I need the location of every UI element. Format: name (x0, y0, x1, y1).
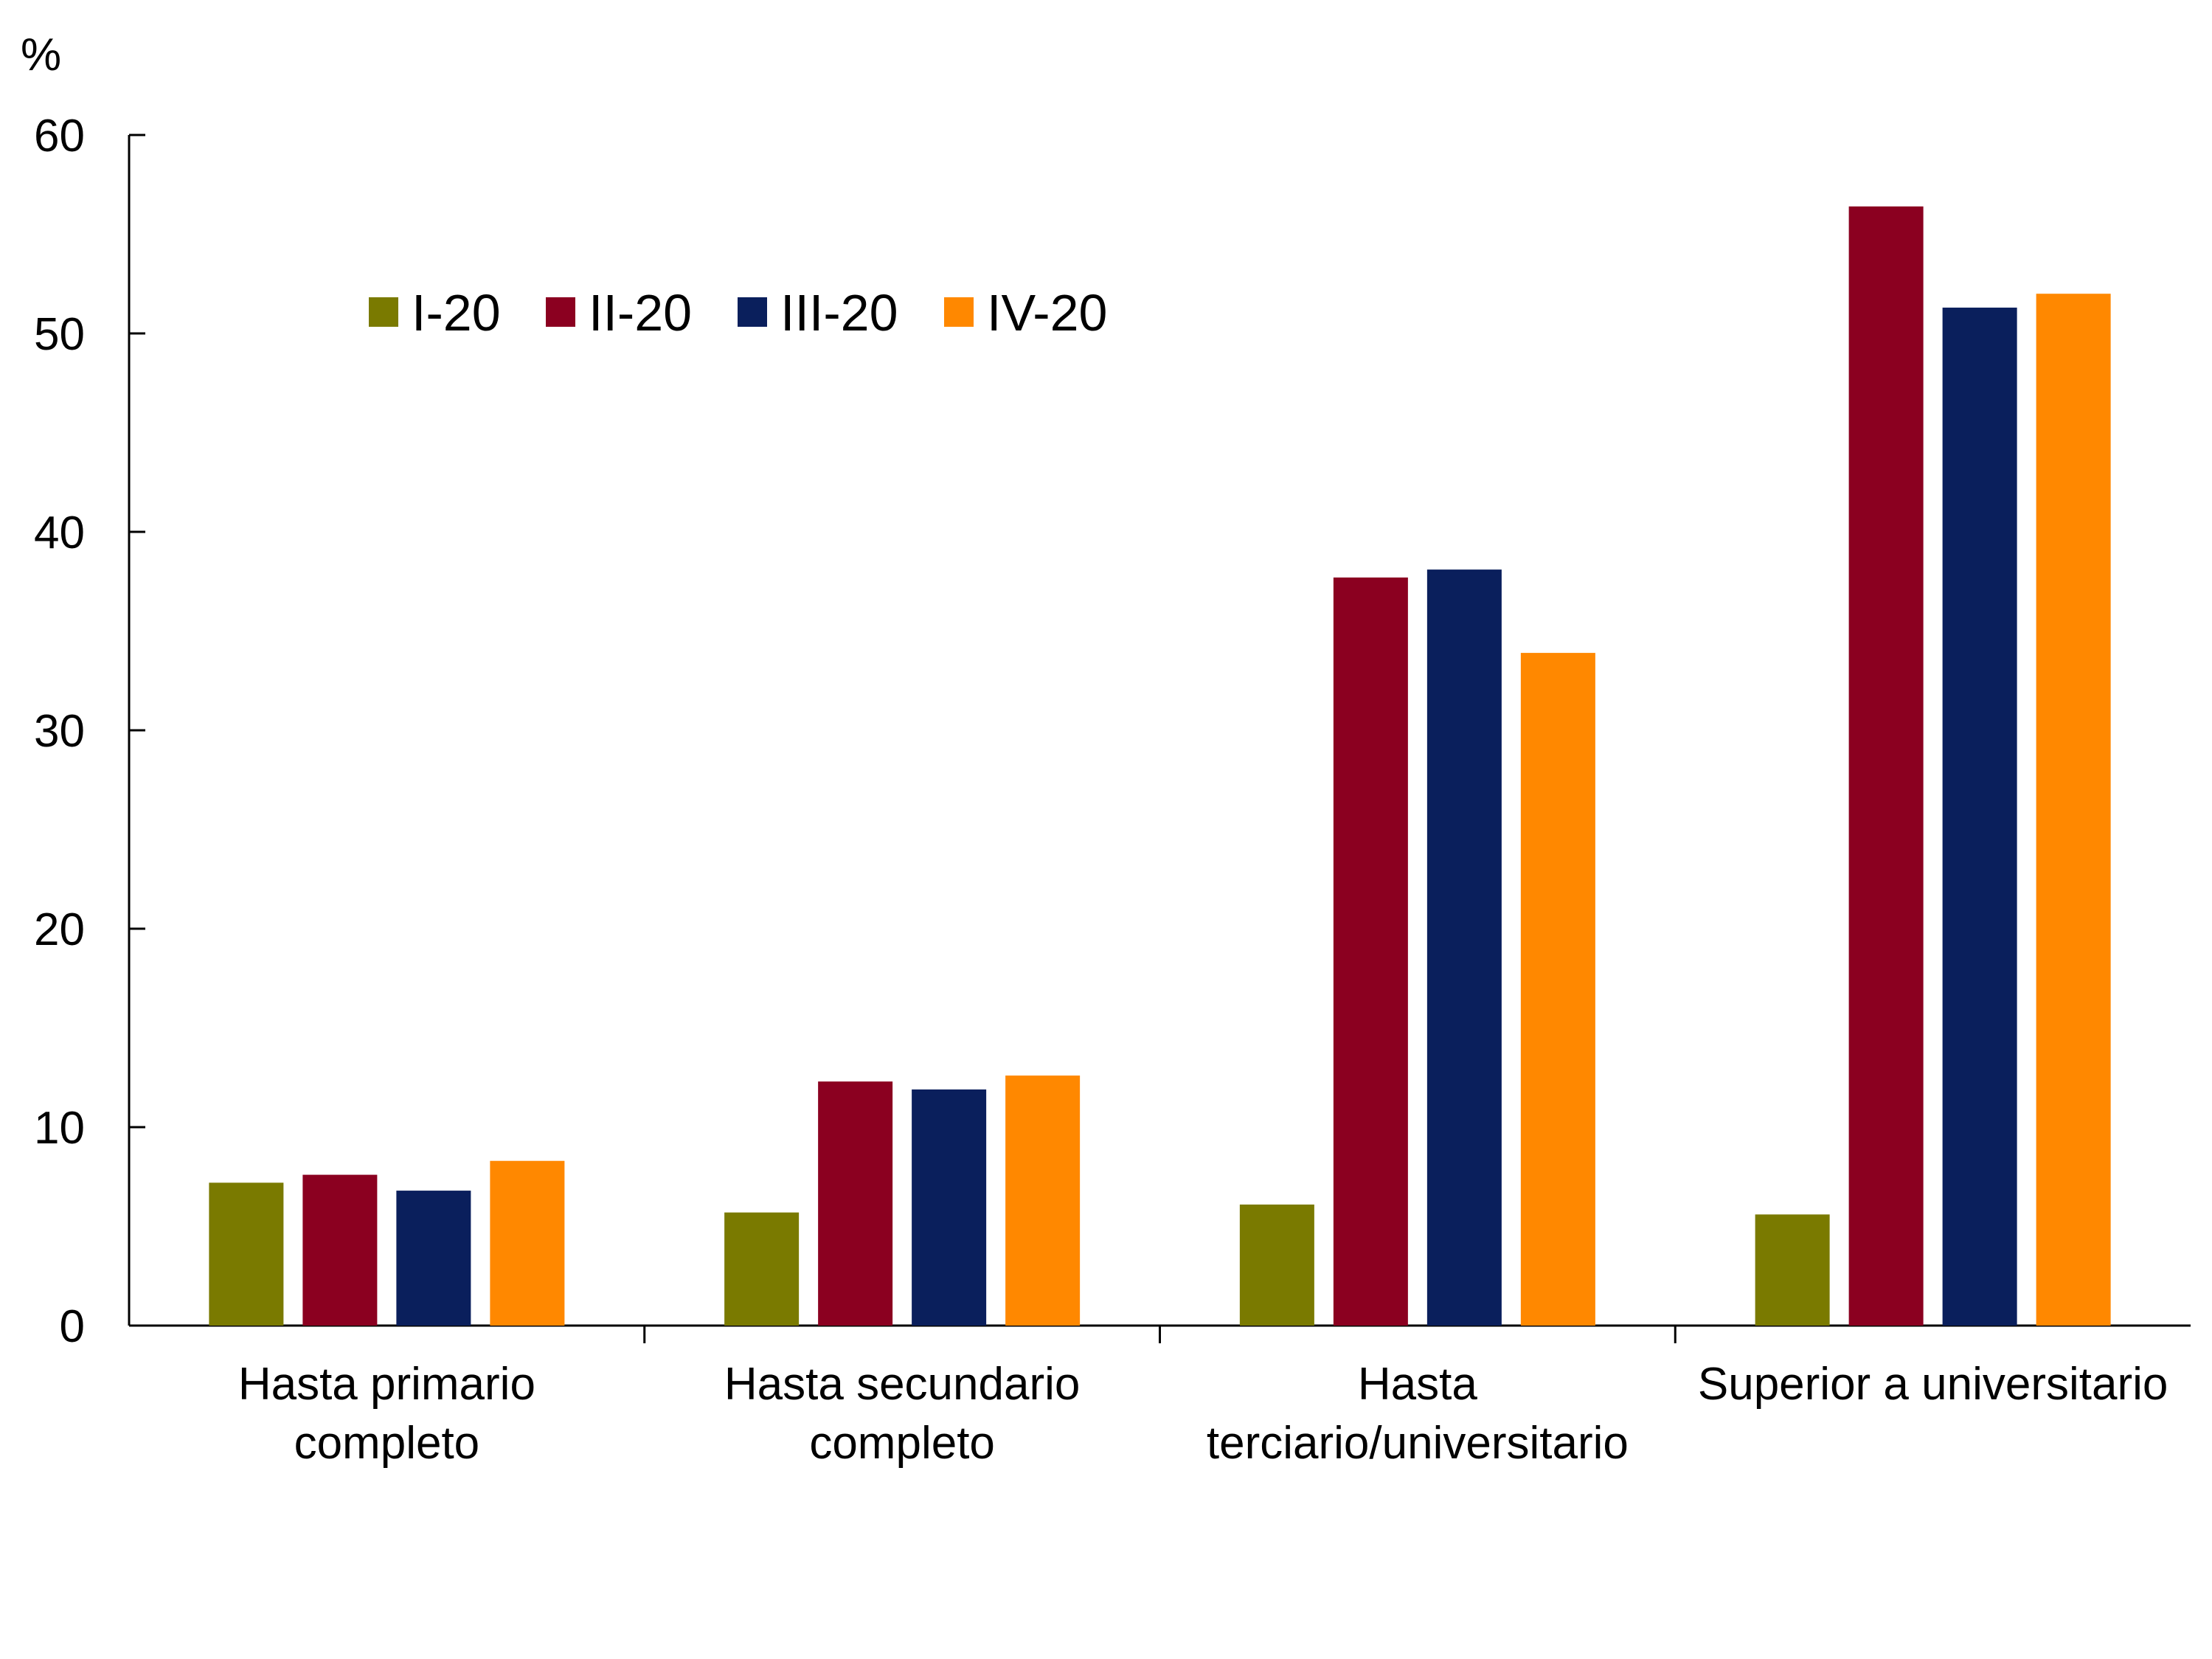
legend-swatch (369, 297, 398, 327)
y-tick-label: 50 (34, 309, 85, 360)
bar-i-20 (1239, 1204, 1314, 1326)
bar-iii-20 (912, 1089, 987, 1326)
y-tick-label: 40 (34, 508, 85, 558)
y-tick-label: 60 (34, 111, 85, 162)
y-unit-label: % (21, 30, 61, 80)
bar-iii-20 (1426, 569, 1502, 1326)
legend-label: I-20 (412, 284, 501, 342)
bar-iii-20 (1942, 308, 2017, 1326)
legend-label: IV-20 (987, 284, 1107, 342)
bar-ii-20 (1848, 206, 1924, 1326)
bar-ii-20 (818, 1081, 893, 1326)
bar-ii-20 (302, 1174, 378, 1326)
y-tick-label: 20 (34, 904, 85, 955)
x-category-label-line: Hasta (1358, 1359, 1477, 1410)
x-category-label-line: Hasta secundario (724, 1359, 1081, 1410)
x-category-label: Hasta terciario/universitario (1207, 1359, 1629, 1469)
bar-iv-20 (490, 1160, 565, 1326)
legend: I-20 II-20 III-20 IV-20 (369, 284, 1107, 342)
bar-iii-20 (396, 1191, 471, 1326)
y-tick-label: 30 (34, 706, 85, 757)
x-category-label: Superior a universitario (1698, 1359, 2168, 1410)
bar-ii-20 (1333, 577, 1408, 1326)
x-category-label-line: Superior a universitario (1698, 1359, 2168, 1410)
bar-i-20 (724, 1212, 800, 1326)
legend-swatch (944, 297, 974, 327)
legend-label: III-20 (780, 284, 898, 342)
bars-group (209, 206, 2111, 1326)
y-axis: 0 10 20 30 40 50 60 (34, 111, 145, 1352)
bar-i-20 (1755, 1214, 1830, 1326)
bar-iv-20 (2036, 294, 2111, 1326)
y-tick-label: 10 (34, 1103, 85, 1154)
bar-iv-20 (1005, 1076, 1081, 1326)
x-category-label: Hasta primario completo (238, 1359, 535, 1469)
bar-iv-20 (1520, 653, 1595, 1326)
x-category-label: Hasta secundario completo (724, 1359, 1081, 1469)
x-category-label-line: completo (809, 1418, 995, 1469)
legend-swatch (546, 297, 575, 327)
legend-label: II-20 (589, 284, 692, 342)
x-category-label-line: terciario/universitario (1207, 1418, 1629, 1469)
legend-swatch (738, 297, 767, 327)
y-tick-label: 0 (60, 1301, 85, 1352)
x-category-label-line: completo (294, 1418, 480, 1469)
x-category-label-line: Hasta primario (238, 1359, 535, 1410)
bar-i-20 (209, 1182, 284, 1326)
x-axis: Hasta primario completo Hasta secundario co… (129, 1324, 2191, 1469)
